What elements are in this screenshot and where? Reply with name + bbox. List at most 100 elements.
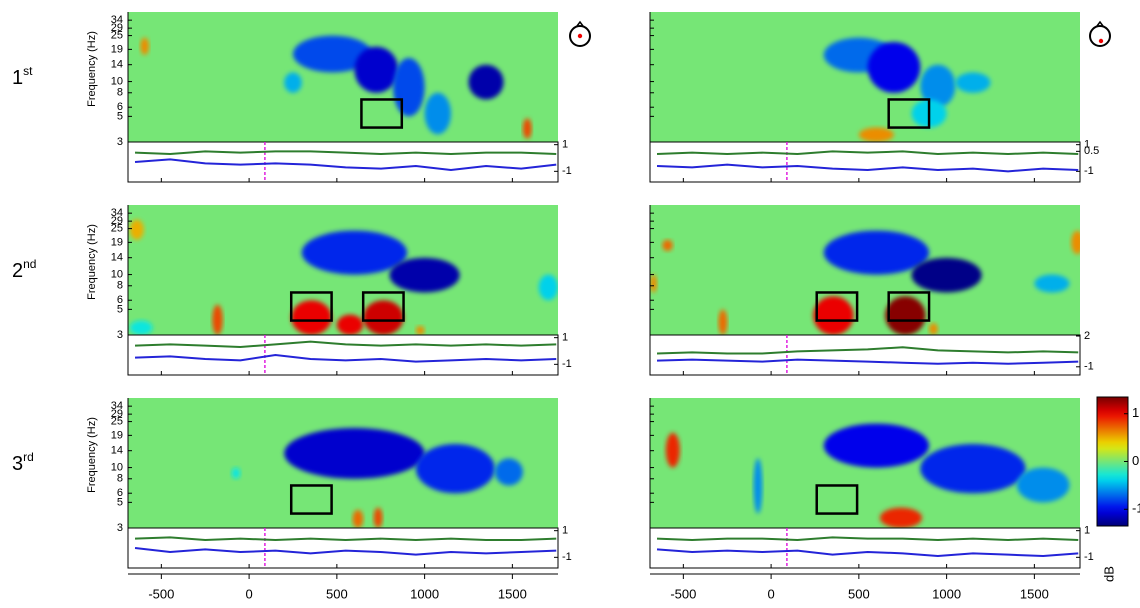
y-tick-label: 29: [111, 22, 123, 34]
y-tick-label: 29: [111, 215, 123, 227]
x-tick-label: 1000: [932, 586, 961, 601]
trace-y-tick-label: 0.5: [1084, 145, 1099, 157]
trace-panel: [649, 141, 1081, 183]
trace-panel: [127, 527, 559, 569]
trace-y-tick-label: -1: [562, 358, 572, 370]
y-tick-label: 5: [117, 496, 123, 508]
heatmap: [650, 398, 1080, 528]
trace-y-tick-label: -1: [1084, 165, 1094, 177]
y-tick-label: 6: [117, 101, 123, 113]
x-tick-label: 500: [326, 586, 348, 601]
trace-line: [134, 340, 557, 349]
heatmap: [128, 12, 558, 142]
tf-blob: [140, 37, 150, 55]
row-label-suffix: rd: [23, 450, 34, 464]
trace-line: [134, 547, 557, 556]
trace-line: [656, 548, 1079, 558]
row-label: 1st: [12, 64, 33, 89]
tf-blob: [415, 325, 425, 335]
y-axis-label: Frequency (Hz): [86, 417, 98, 493]
tf-blob: [753, 458, 763, 514]
y-tick-label: 25: [111, 415, 123, 427]
x-tick-label: -500: [148, 586, 174, 601]
row-label: 3rd: [12, 450, 34, 475]
tf-blob: [352, 509, 364, 528]
y-tick-label: 3: [117, 329, 123, 341]
y-tick-label: 14: [111, 59, 123, 71]
roi-box: [815, 484, 859, 515]
colorbar-label: dB: [1101, 566, 1116, 582]
tf-blob: [129, 219, 144, 240]
trace-line: [656, 358, 1079, 365]
tf-blob: [718, 309, 728, 335]
tf-blob: [920, 443, 1026, 494]
tf-blob: [415, 443, 495, 494]
trace-panel: [649, 527, 1081, 569]
tf-blob: [823, 423, 930, 468]
y-tick-label: 6: [117, 294, 123, 306]
y-tick-label: 8: [117, 87, 123, 99]
y-tick-label: 19: [111, 236, 123, 248]
x-tick-label: -500: [670, 586, 696, 601]
roi-box: [361, 291, 405, 322]
roi-box: [887, 291, 931, 322]
tf-blob: [858, 127, 894, 142]
x-tick-label: 0: [767, 586, 774, 601]
y-tick-label: 34: [111, 400, 123, 412]
trace-line: [656, 536, 1079, 542]
tf-blob: [1034, 274, 1070, 293]
tf-blob: [823, 230, 930, 275]
tf-blob: [284, 428, 425, 479]
tf-blob: [129, 320, 153, 335]
tf-blob: [336, 314, 364, 335]
colorbar: [1096, 396, 1129, 527]
trace-line: [656, 346, 1079, 355]
y-tick-label: 3: [117, 522, 123, 534]
y-tick-label: 25: [111, 222, 123, 234]
x-tick-label: 1000: [410, 586, 439, 601]
tf-blob: [212, 304, 223, 335]
roi-box: [360, 98, 404, 129]
trace-line: [134, 536, 557, 542]
y-tick-label: 29: [111, 408, 123, 420]
y-tick-label: 3: [117, 136, 123, 148]
y-tick-label: 10: [111, 268, 123, 280]
heatmap-background: [650, 12, 1080, 142]
tf-blob: [911, 257, 982, 293]
tf-blob: [284, 72, 302, 93]
y-axis-label: Frequency (Hz): [86, 224, 98, 300]
heatmap: [650, 12, 1080, 142]
tf-blob: [538, 274, 558, 301]
y-tick-label: 6: [117, 487, 123, 499]
y-tick-label: 10: [111, 75, 123, 87]
colorbar-tick-label: 0: [1132, 453, 1139, 468]
tf-blob: [1016, 467, 1070, 503]
y-tick-label: 5: [117, 303, 123, 315]
tf-blob: [813, 296, 854, 335]
y-tick-label: 10: [111, 461, 123, 473]
tf-blob: [662, 239, 673, 251]
trace-line: [134, 158, 557, 172]
row-label-number: 3: [12, 453, 23, 475]
trace-panel: [649, 334, 1081, 376]
tf-blob: [354, 46, 399, 93]
y-axis-label: Frequency (Hz): [86, 31, 98, 107]
heatmap: [650, 205, 1080, 335]
trace-y-tick-label: -1: [1084, 551, 1094, 563]
trace-y-tick-label: 1: [562, 525, 568, 537]
row-label: 2nd: [12, 257, 36, 282]
y-tick-label: 34: [111, 207, 123, 219]
tf-blob: [291, 300, 332, 335]
tf-blob: [522, 118, 532, 139]
tf-blob: [373, 507, 383, 528]
roi-box: [815, 291, 859, 322]
x-tick-label: 1500: [498, 586, 527, 601]
trace-y-tick-label: 1: [562, 139, 568, 151]
colorbar-tick-label: -1: [1132, 501, 1140, 516]
tf-blob: [1071, 230, 1080, 255]
heatmap: [128, 398, 558, 528]
y-tick-label: 34: [111, 14, 123, 26]
trace-line: [134, 353, 557, 363]
tf-blob: [301, 230, 408, 275]
